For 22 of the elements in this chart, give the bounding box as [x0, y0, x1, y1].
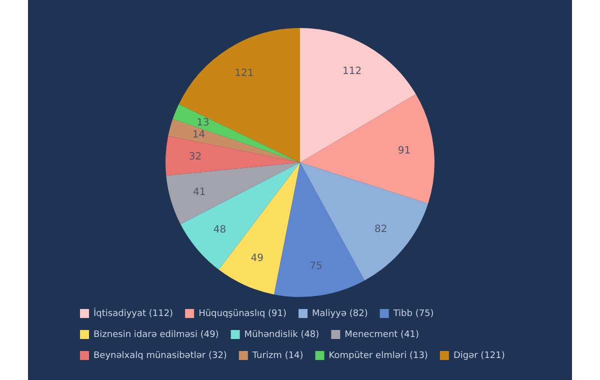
- legend-label: İqtisadiyyat (112): [94, 306, 174, 319]
- data-label: 75: [310, 260, 322, 272]
- data-label: 49: [250, 252, 264, 264]
- legend-label: Kompüter elmləri (13): [328, 350, 428, 361]
- data-label: 14: [192, 130, 206, 141]
- data-label: 121: [234, 68, 254, 80]
- legend-label: Beynəlxalq münasibətlər (32): [94, 350, 227, 361]
- legend-label: Digər (121): [453, 350, 505, 361]
- data-label: 112: [342, 66, 362, 77]
- legend-label: Hüquqşünaslıq (91): [198, 308, 287, 319]
- legend-label: Menecment (41): [344, 330, 420, 340]
- data-label: 41: [193, 186, 206, 198]
- data-label: 91: [398, 145, 411, 156]
- data-label: 82: [374, 224, 388, 235]
- legend-label: Turizm (14): [251, 350, 304, 361]
- data-label: 13: [196, 117, 210, 128]
- data-label: 32: [188, 152, 202, 163]
- data-label: 48: [213, 224, 226, 236]
- legend-label: Biznesin idarə edilməsi (49): [94, 330, 219, 340]
- legend-label: Mühəndislik (48): [244, 330, 320, 340]
- legend-label: Maliyyə (82): [312, 308, 368, 319]
- legend-label: Tibb (75): [392, 308, 434, 319]
